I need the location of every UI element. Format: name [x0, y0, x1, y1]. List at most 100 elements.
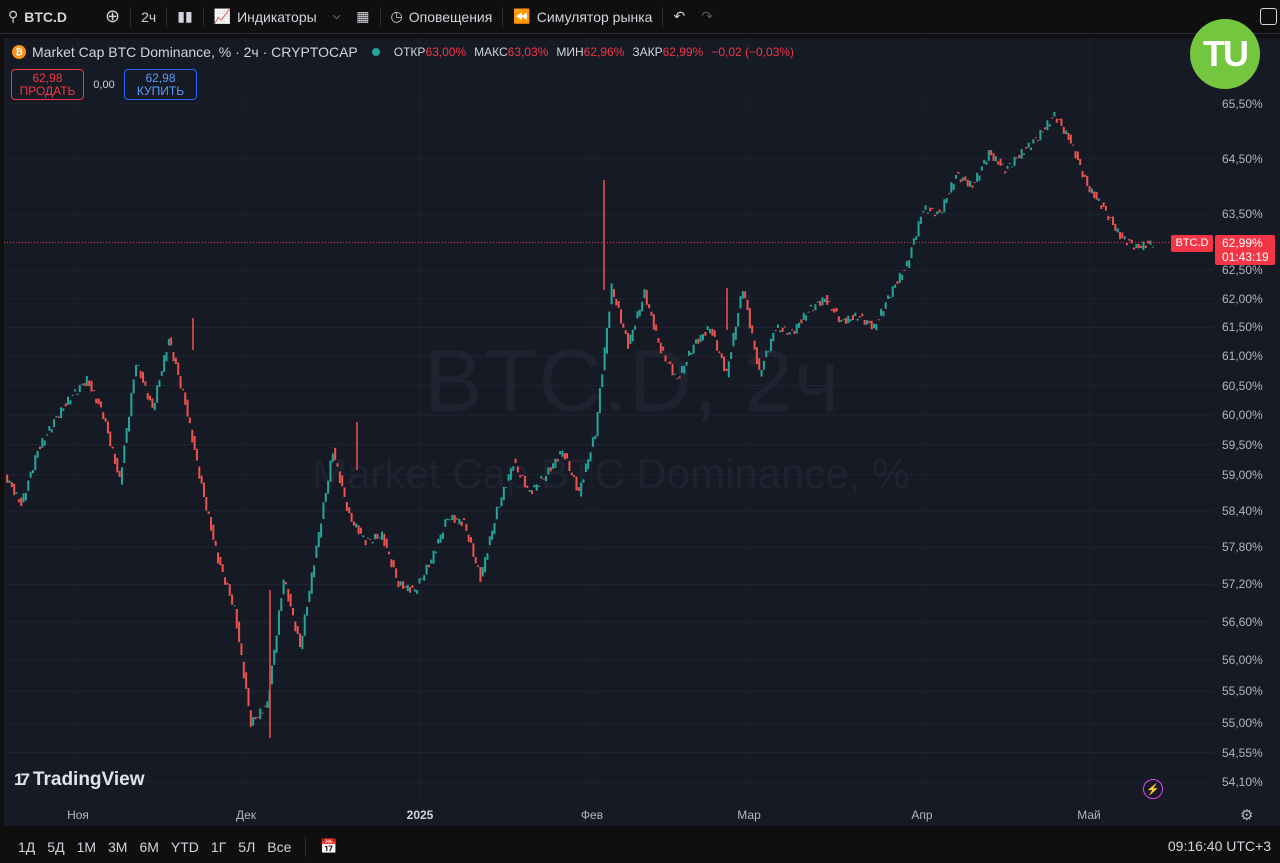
chevron-down-icon[interactable]: ⌵	[332, 11, 341, 22]
indicators-button[interactable]: 📈 Индикаторы ⌵	[206, 0, 349, 34]
candle	[193, 435, 196, 450]
candle	[13, 483, 16, 496]
candle	[1119, 231, 1122, 240]
candle	[78, 384, 81, 393]
candle	[60, 407, 63, 419]
candle	[605, 327, 608, 354]
candle	[629, 334, 632, 345]
layouts-button[interactable]: ▦	[348, 0, 377, 34]
compare-button[interactable]: ⊕	[97, 0, 128, 34]
high-value: 63,03%	[507, 45, 549, 59]
candle	[638, 309, 641, 317]
candle	[95, 398, 98, 404]
candle	[137, 364, 140, 366]
price-tick-label: 63,50%	[1222, 206, 1263, 221]
range-button-7[interactable]: 5Л	[238, 838, 256, 855]
candle	[24, 492, 27, 501]
lightning-icon[interactable]: ⚡	[1143, 779, 1163, 799]
candle	[694, 339, 697, 344]
candle	[303, 614, 306, 636]
candle	[142, 371, 145, 383]
candle	[641, 301, 644, 312]
candle	[730, 352, 733, 360]
tv-logo-icon: 17	[14, 770, 30, 789]
symbol-search[interactable]: ⚲ BTC.D	[0, 0, 75, 34]
candle	[1128, 238, 1131, 241]
interval-button[interactable]: 2ч	[141, 8, 157, 25]
candle	[1044, 127, 1047, 130]
candle	[833, 308, 836, 313]
candle	[1037, 140, 1040, 142]
candle	[877, 319, 880, 321]
candle	[383, 533, 386, 546]
gear-icon[interactable]: ⚙	[1240, 807, 1254, 824]
candle	[966, 179, 969, 187]
candle	[931, 207, 934, 209]
sell-button[interactable]: 62,98 ПРОДАТЬ	[11, 69, 84, 100]
candle	[964, 176, 967, 181]
candle	[1046, 120, 1049, 131]
candle	[437, 538, 440, 544]
candle	[284, 582, 287, 585]
range-button-6[interactable]: 1Г	[210, 838, 227, 855]
undo-button[interactable]: ↶	[665, 0, 693, 34]
range-button-2[interactable]: 1М	[76, 838, 97, 855]
price-scale[interactable]: 65,50% 64,50% 63,50% 62,50% 62,00% 61,50% 61,0…	[1214, 38, 1280, 826]
time-axis[interactable]: Ноя Дек 2025 Фев Мар Апр Май	[0, 804, 1214, 826]
candle	[458, 518, 461, 525]
candle	[718, 351, 721, 354]
legend-title[interactable]: Market Cap BTC Dominance, % · 2ч · CRYPT…	[32, 44, 358, 60]
candle	[1097, 198, 1100, 201]
candle	[158, 380, 161, 387]
candle	[336, 463, 339, 467]
candle	[924, 205, 927, 210]
range-button-8[interactable]: Все	[267, 838, 292, 855]
timezone-clock[interactable]: 09:16:40 UTC+3	[1167, 838, 1271, 854]
candle	[374, 533, 376, 540]
candle	[327, 480, 330, 494]
candle	[976, 172, 979, 182]
fullscreen-icon[interactable]	[1260, 8, 1277, 25]
candle	[17, 499, 20, 503]
candle	[247, 687, 250, 707]
buy-button[interactable]: 62,98 КУПИТЬ	[124, 69, 197, 100]
range-button-3[interactable]: 3М	[108, 838, 128, 855]
candle	[406, 584, 409, 592]
last-price: 62,99%	[1222, 235, 1263, 250]
chart-pane[interactable]	[4, 38, 1280, 826]
tradingview-logo[interactable]: 17 TradingView	[14, 769, 145, 791]
candle	[634, 325, 637, 330]
candles-icon: ▮▮	[177, 8, 193, 24]
candle	[1006, 165, 1009, 169]
candle	[723, 356, 726, 372]
candle	[659, 342, 662, 354]
buy-price: 62,98	[145, 70, 176, 85]
rewind-icon: ⏪	[513, 8, 531, 24]
range-button-0[interactable]: 1Д	[18, 838, 36, 855]
replay-button[interactable]: ⏪ Симулятор рынка	[505, 0, 660, 34]
candle	[224, 577, 227, 585]
candle	[744, 291, 747, 299]
chart-type-button[interactable]: ▮▮	[169, 0, 200, 34]
redo-button[interactable]: ↷	[693, 0, 721, 34]
range-button-1[interactable]: 5Д	[47, 838, 65, 855]
candle	[418, 578, 421, 584]
candle	[493, 523, 496, 535]
candle	[123, 445, 126, 463]
candle	[331, 453, 334, 462]
candle	[205, 497, 208, 511]
ohlc-values: ОТКР63,00% МАКС63,03% МИН62,96% ЗАКР62,9…	[394, 45, 794, 59]
candle	[329, 460, 332, 482]
price-tick-label: 56,60%	[1222, 614, 1263, 629]
candle	[1041, 131, 1044, 133]
candle	[1109, 216, 1112, 218]
candle	[901, 274, 904, 280]
candle	[830, 309, 833, 311]
alerts-button[interactable]: ◷ Оповещения	[383, 0, 501, 34]
range-button-4[interactable]: 6М	[139, 838, 159, 855]
candle	[446, 518, 449, 521]
candle	[727, 361, 730, 378]
candle	[542, 478, 545, 480]
calendar-icon[interactable]: 📅	[320, 838, 338, 854]
range-button-5[interactable]: YTD	[170, 838, 199, 855]
